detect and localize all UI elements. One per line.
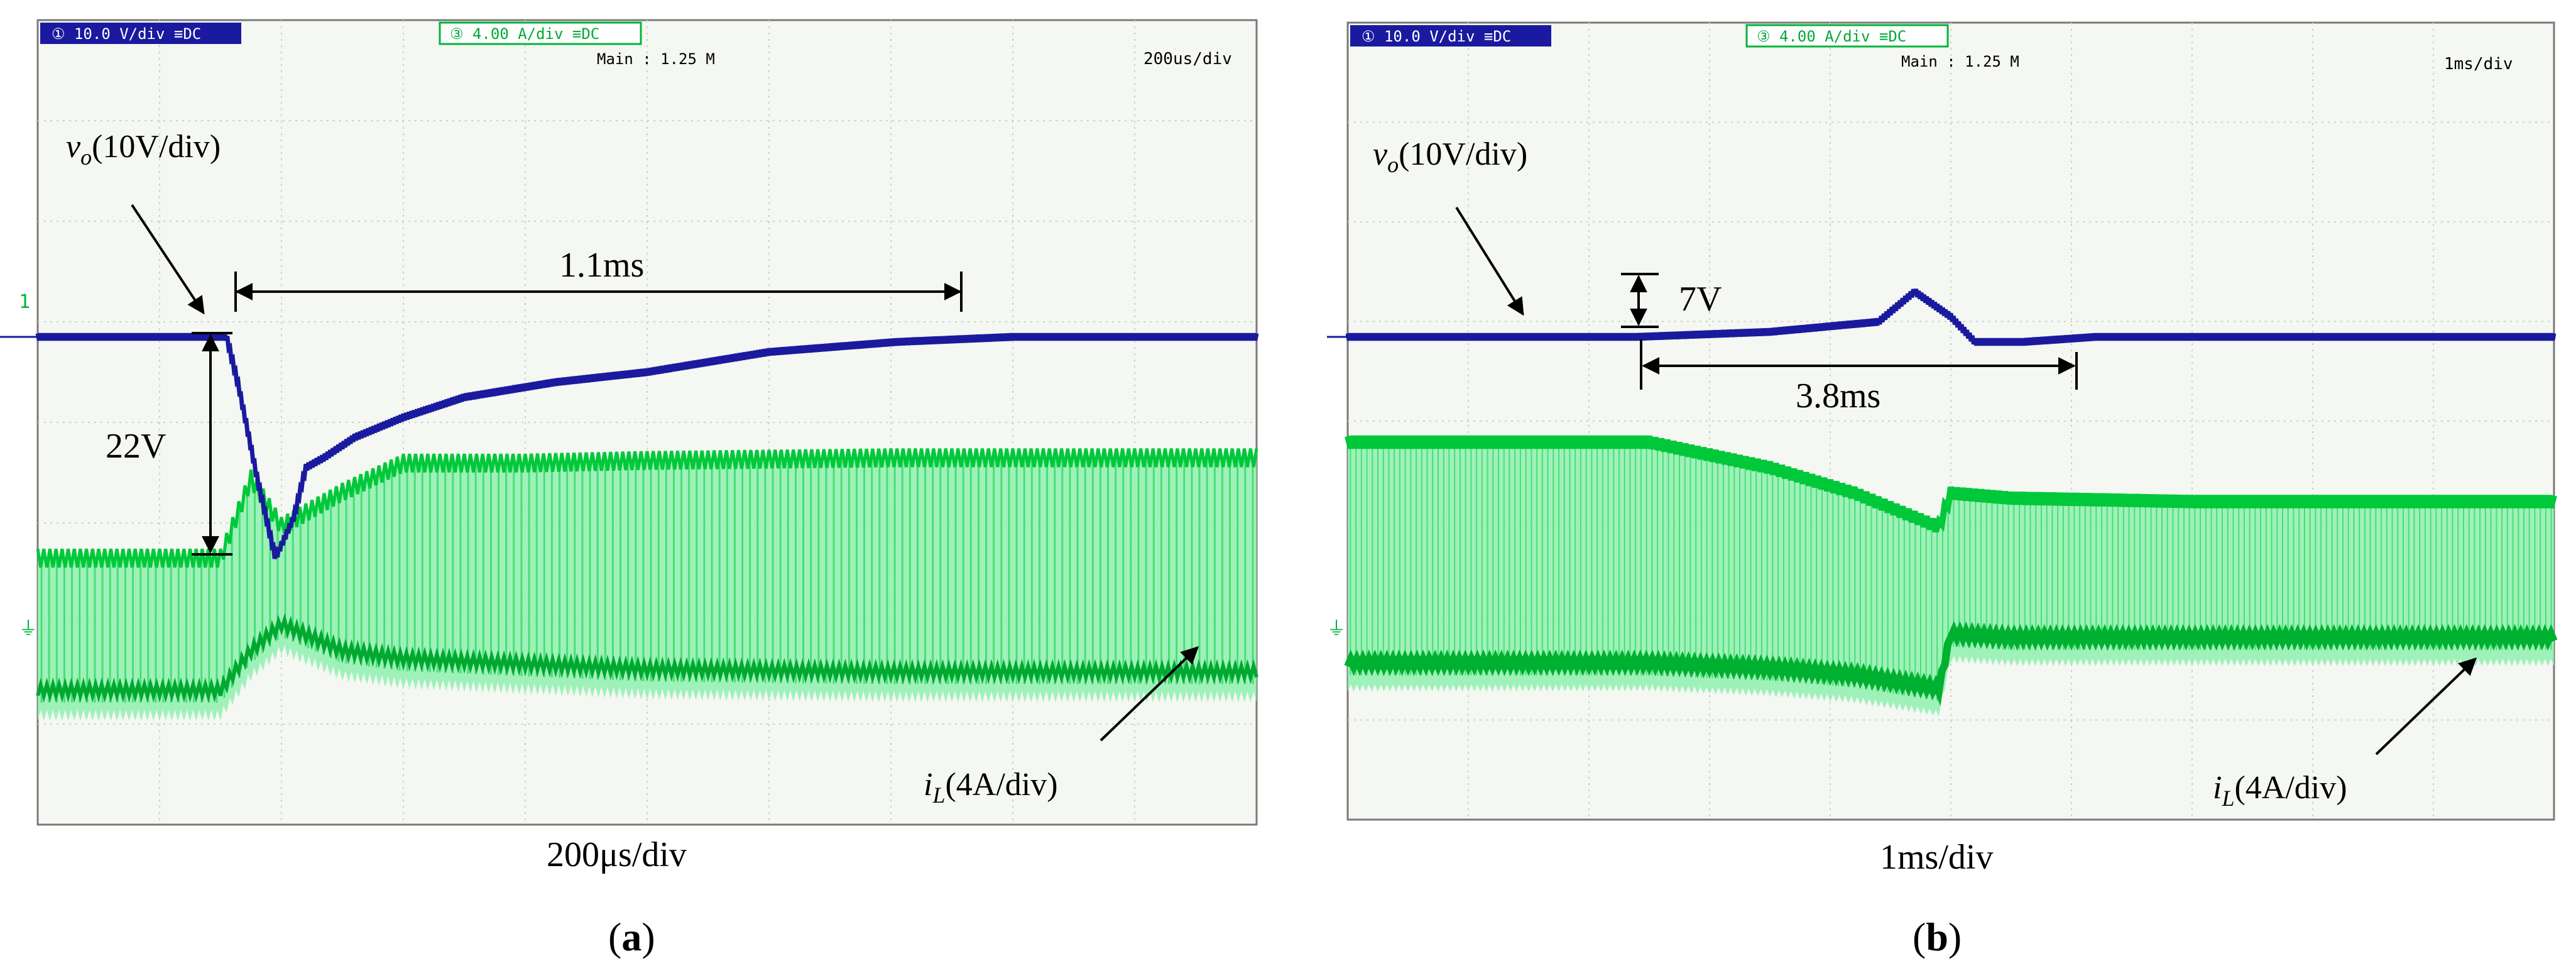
il-ripple-a [40, 458, 1254, 703]
vo-pointer-arrow-a [131, 204, 205, 315]
svg-text:iL(4A/div): iL(4A/div) [2213, 770, 2347, 811]
ch1-badge-a [40, 23, 241, 44]
ch3-badge-text-a: ③ 4.00 A/div ≡DC [450, 25, 599, 43]
vo-trace-b [1345, 288, 2557, 346]
main-label-a: Main : 1.25 M [597, 50, 715, 68]
il-pointer-arrow-a [1100, 646, 1199, 742]
caption-letter-a: (a) [608, 915, 655, 959]
il-symbol-a: i [924, 767, 932, 803]
svg-text:vo(10V/div): vo(10V/div) [66, 129, 221, 170]
panel-a: ① 10.0 V/div ≡DC ③ 4.00 A/div ≡DC Main :… [0, 19, 1259, 959]
ground-marker-b: ⏚ [1327, 618, 1346, 640]
il-label-group-b: iL(4A/div) [2213, 770, 2347, 811]
duration-label-b: 3.8ms [1796, 376, 1880, 415]
vo-symbol-b: v [1373, 136, 1388, 172]
il-label-b: (4A/div) [2234, 770, 2347, 806]
vo-label-b: (10V/div) [1399, 136, 1527, 172]
duration-label-a: 1.1ms [559, 246, 644, 285]
il-pointer-arrow-b [2375, 657, 2477, 755]
il-sub-b: L [2221, 786, 2234, 811]
il-label-a: (4A/div) [945, 767, 1057, 803]
il-lower-edge-b [1344, 620, 2558, 706]
ground-marker-a: ⏚ [19, 618, 38, 640]
svg-text:vo(10V/div): vo(10V/div) [1373, 136, 1527, 177]
il-symbol-b: i [2213, 770, 2222, 806]
ch3-badge-text-b: ③ 4.00 A/div ≡DC [1757, 28, 1906, 45]
timebase-label-b: 1ms/div [2444, 55, 2513, 74]
vo-sub-b: o [1387, 152, 1399, 177]
il-lower-edge-a [36, 613, 1258, 703]
vo-label-a: (10V/div) [92, 129, 221, 165]
vo-label-group-a: vo(10V/div) [66, 129, 221, 170]
il-sub-a: L [932, 783, 945, 808]
delta-v-label-b: 7V [1679, 280, 1722, 319]
il-label-group-a: iL(4A/div) [924, 767, 1058, 808]
ch1-badge-b [1350, 25, 1551, 47]
svg-text:iL(4A/div): iL(4A/div) [924, 767, 1058, 808]
caption-timebase-a: 200μs/div [547, 835, 687, 874]
il-upper-edge-a [36, 448, 1258, 568]
ch1-level-marker-a: 1 [19, 291, 30, 313]
timebase-label-a: 200us/div [1143, 50, 1232, 69]
vo-sub-a: o [80, 145, 92, 170]
main-label-b: Main : 1.25 M [1901, 53, 2019, 70]
panel-b: ① 10.0 V/div ≡DC ③ 4.00 A/div ≡DC Main :… [1327, 21, 2558, 959]
ch1-badge-text-b: ① 10.0 V/div ≡DC [1362, 28, 1511, 45]
caption-letter-b: (b) [1913, 915, 1962, 959]
ch1-badge-text-a: ① 10.0 V/div ≡DC [52, 25, 201, 43]
vo-trace-a [35, 332, 1259, 559]
vo-symbol-a: v [66, 129, 81, 165]
vo-label-group-b: vo(10V/div) [1373, 136, 1527, 177]
ch3-badge-b [1745, 24, 1949, 48]
delta-v-label-a: 22V [106, 427, 166, 466]
ch3-badge-a [439, 21, 642, 45]
il-upper-edge-b [1345, 435, 2557, 533]
vo-pointer-arrow-b [1455, 206, 1524, 316]
caption-timebase-b: 1ms/div [1880, 838, 1993, 877]
